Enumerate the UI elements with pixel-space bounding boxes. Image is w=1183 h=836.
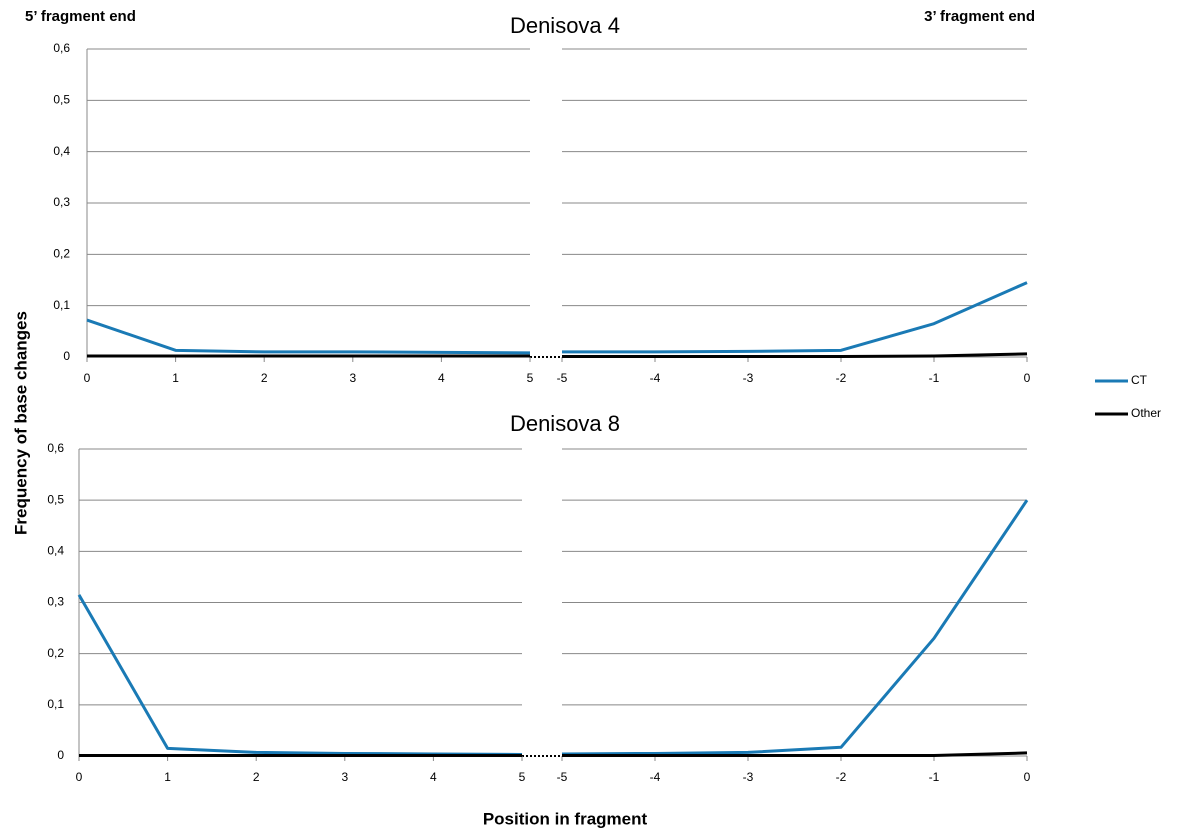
x-tick-label: -3 — [743, 770, 754, 784]
y-tick-label: 0,5 — [53, 93, 70, 107]
x-tick-label: 4 — [430, 770, 437, 784]
y-tick-label: 0,2 — [53, 247, 70, 261]
x-tick-label: -2 — [836, 770, 847, 784]
x-tick-label: 3 — [341, 770, 348, 784]
y-tick-label: 0,6 — [47, 441, 64, 455]
x-tick-label: -5 — [557, 770, 568, 784]
x-tick-label: -2 — [836, 371, 847, 385]
line-series — [561, 499, 1029, 756]
line-series — [562, 352, 1028, 358]
line-series — [562, 751, 1028, 757]
x-tick-label: 1 — [164, 770, 171, 784]
y-axis-label: Frequency of base changes — [11, 311, 30, 535]
chart-title: Denisova 4 — [510, 13, 620, 38]
line-series — [86, 318, 531, 355]
y-tick-label: 0,1 — [53, 298, 70, 312]
x-tick-label: -3 — [743, 371, 754, 385]
right-end-label: 3’ fragment end — [924, 8, 1035, 25]
x-tick-label: 0 — [84, 371, 91, 385]
legend-label: CT — [1131, 373, 1148, 387]
legend-label: Other — [1131, 406, 1161, 420]
x-tick-label: -1 — [929, 371, 940, 385]
x-tick-label: 5 — [527, 371, 534, 385]
chart-title: Denisova 8 — [510, 411, 620, 436]
x-tick-label: 2 — [261, 371, 268, 385]
x-tick-label: -4 — [650, 770, 661, 784]
x-tick-label: -1 — [929, 770, 940, 784]
y-tick-label: 0 — [57, 748, 64, 762]
y-tick-label: 0,6 — [53, 41, 70, 55]
x-tick-label: 0 — [1024, 371, 1031, 385]
y-tick-label: 0,5 — [47, 492, 64, 506]
x-tick-label: 4 — [438, 371, 445, 385]
x-tick-label: 0 — [1024, 770, 1031, 784]
left-end-label: 5’ fragment end — [25, 8, 136, 25]
y-tick-label: 0,1 — [47, 697, 64, 711]
x-tick-label: 1 — [172, 371, 179, 385]
x-tick-label: 3 — [349, 371, 356, 385]
y-tick-label: 0,2 — [47, 646, 64, 660]
x-axis-label: Position in fragment — [483, 809, 648, 828]
line-series — [562, 281, 1028, 354]
y-tick-label: 0,3 — [53, 195, 70, 209]
y-tick-label: 0,4 — [47, 544, 64, 558]
y-tick-label: 0,4 — [53, 144, 70, 158]
line-series — [77, 594, 523, 756]
y-tick-label: 0 — [63, 349, 70, 363]
x-tick-label: 5 — [519, 770, 526, 784]
x-tick-label: -4 — [650, 371, 661, 385]
x-tick-label: -5 — [557, 371, 568, 385]
x-tick-label: 2 — [253, 770, 260, 784]
x-tick-label: 0 — [76, 770, 83, 784]
y-tick-label: 0,3 — [47, 595, 64, 609]
